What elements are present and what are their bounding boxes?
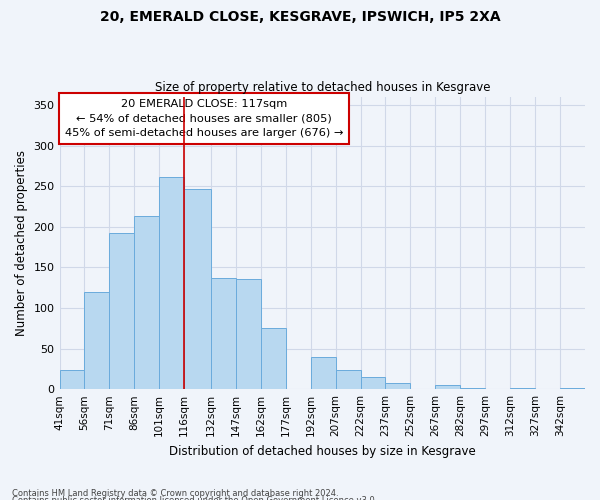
Bar bbox=[184, 189, 211, 389]
Title: Size of property relative to detached houses in Kesgrave: Size of property relative to detached ho… bbox=[155, 82, 490, 94]
Text: Contains public sector information licensed under the Open Government Licence v3: Contains public sector information licen… bbox=[12, 496, 377, 500]
Bar bbox=[236, 279, 261, 389]
X-axis label: Distribution of detached houses by size in Kesgrave: Distribution of detached houses by size … bbox=[169, 444, 476, 458]
Bar bbox=[59, 370, 85, 389]
Bar bbox=[510, 388, 535, 389]
Bar bbox=[85, 292, 109, 389]
Bar bbox=[335, 370, 361, 389]
Bar bbox=[109, 234, 134, 389]
Bar bbox=[460, 388, 485, 389]
Bar bbox=[211, 278, 236, 389]
Text: 20 EMERALD CLOSE: 117sqm
← 54% of detached houses are smaller (805)
45% of semi-: 20 EMERALD CLOSE: 117sqm ← 54% of detach… bbox=[65, 98, 343, 138]
Bar bbox=[560, 388, 585, 389]
Text: Contains HM Land Registry data © Crown copyright and database right 2024.: Contains HM Land Registry data © Crown c… bbox=[12, 488, 338, 498]
Bar bbox=[385, 382, 410, 389]
Bar bbox=[160, 178, 184, 389]
Text: 20, EMERALD CLOSE, KESGRAVE, IPSWICH, IP5 2XA: 20, EMERALD CLOSE, KESGRAVE, IPSWICH, IP… bbox=[100, 10, 500, 24]
Bar bbox=[361, 377, 385, 389]
Bar bbox=[134, 216, 160, 389]
Bar bbox=[311, 356, 335, 389]
Y-axis label: Number of detached properties: Number of detached properties bbox=[15, 150, 28, 336]
Bar bbox=[436, 385, 460, 389]
Bar bbox=[261, 328, 286, 389]
